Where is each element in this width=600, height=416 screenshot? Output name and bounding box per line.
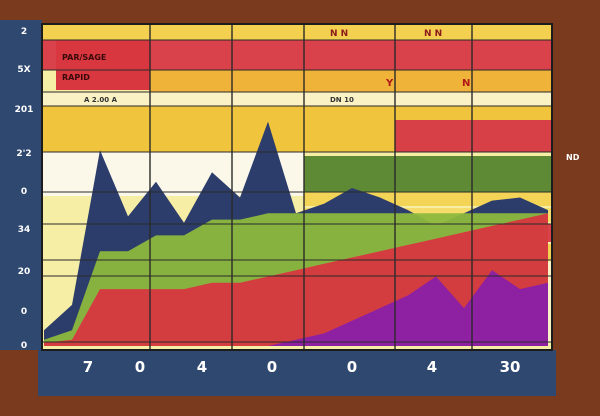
band-green-right [304,156,552,192]
band-label-3: Y [385,78,394,89]
x-tick-label: 0 [135,358,145,376]
x-tick-label: 0 [347,358,357,376]
band-top-yellow [42,24,552,40]
x-tick-label: 7 [83,358,93,376]
band-cream [42,92,552,106]
band-label-1: A 2.00 A [84,96,118,104]
grid-lines [41,23,553,351]
band-red-right [395,120,552,152]
x-tick-label: 4 [197,358,207,376]
band-orange [150,70,552,92]
x-tick-label: 30 [500,358,521,376]
y-tick-label: 20 [18,267,31,277]
y-tick-label: 0 [21,307,27,317]
header-label-4: N N [424,29,442,39]
plot-border [41,23,553,351]
y-tick-label: 34 [18,225,31,235]
header-label-3: N N [330,29,348,39]
y-tick-label: 2 [21,27,27,37]
left-axis-strip [0,20,42,350]
x-tick-label: 4 [427,358,437,376]
area-series-group [44,121,548,346]
bottom-axis-strip [38,350,556,396]
y-axis-ticks: 2 5X 201 2'2 0 34 20 0 0 [15,27,34,351]
x-tick-label: 0 [267,358,277,376]
y-tick-label: 0 [21,341,27,351]
x-axis-ticks: 7 0 4 0 0 4 30 [83,358,521,376]
y-tick-label: 5X [17,65,30,75]
band-label-4: N [462,78,470,89]
header-label-1: PAR/SAGE [62,53,106,62]
y-tick-label: 2'2 [16,149,31,159]
area-series-4 [44,270,548,346]
band-red-box [56,40,150,90]
band-label-2: DN 10 [330,96,354,104]
y-tick-label: 201 [15,105,34,115]
right-tick-label: ND [566,153,580,162]
header-label-2: RAPID [62,73,90,82]
y-tick-label: 0 [21,187,27,197]
